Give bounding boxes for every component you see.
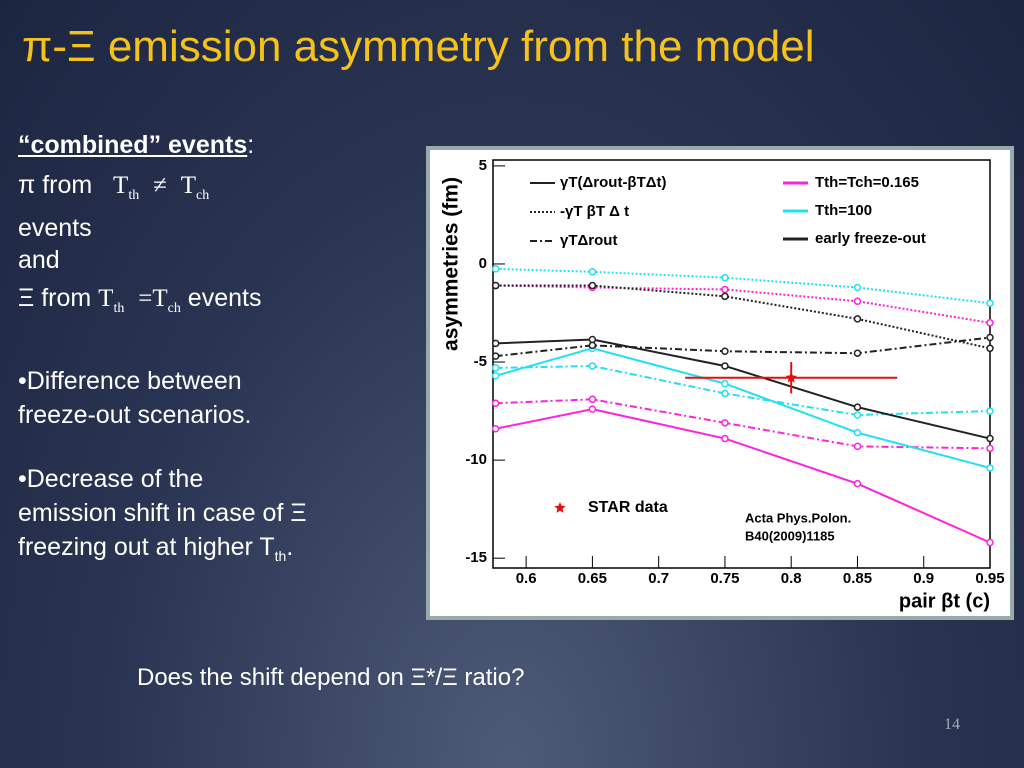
point (986, 538, 994, 547)
point (986, 319, 994, 327)
point (853, 283, 862, 292)
legend-label: Tth=100 (815, 202, 872, 219)
legend-label: γTΔrout (560, 232, 617, 249)
point (986, 434, 994, 443)
point (491, 281, 500, 290)
bullet: •Difference between freeze-out scenarios… (18, 367, 252, 429)
point (588, 281, 597, 290)
text: Ξ from (18, 284, 92, 312)
text: T (113, 172, 129, 199)
point (986, 464, 994, 472)
slide-title: π-Ξ emission asymmetry from the model (22, 22, 815, 71)
annotation: Acta Phys.Polon. (745, 510, 851, 525)
point (721, 379, 729, 388)
point (986, 407, 994, 415)
y-axis-label: asymmetries (fm) (440, 177, 463, 351)
text: π from (18, 171, 93, 199)
legend-label: γT(Δrout-βTΔt) (560, 174, 667, 191)
point (853, 442, 862, 451)
legend-label: Tth=Tch=0.165 (815, 174, 919, 191)
text: and (18, 246, 60, 274)
point (491, 265, 500, 273)
x-tick-label: 0.6 (516, 570, 537, 587)
text: T (152, 285, 168, 312)
text: = (138, 285, 153, 312)
text: ch (167, 301, 181, 316)
star-point (785, 371, 797, 383)
x-tick-label: 0.85 (843, 570, 872, 587)
left-text: “combined” events: π from Tth ≠ Tch even… (18, 128, 323, 573)
annotation: B40(2009)1185 (745, 528, 835, 543)
text: . (286, 533, 294, 561)
point (491, 352, 500, 360)
legend-label: -γT βT Δ t (560, 203, 629, 220)
question: Does the shift depend on Ξ*/Ξ ratio? (137, 664, 525, 691)
x-tick-label: 0.75 (710, 570, 739, 587)
point (853, 479, 862, 488)
point (721, 273, 729, 282)
point (721, 347, 729, 355)
x-tick-label: 0.65 (578, 570, 607, 587)
x-tick-label: 0.9 (913, 570, 934, 587)
point (721, 434, 729, 443)
point (588, 395, 597, 404)
y-tick-label: -15 (465, 549, 487, 566)
point (853, 411, 862, 419)
y-tick-label: -10 (465, 451, 487, 468)
heading: “combined” events (18, 131, 248, 159)
point (491, 372, 500, 380)
point (986, 344, 994, 353)
point (986, 299, 994, 307)
text: events (18, 214, 92, 242)
x-tick-label: 0.7 (648, 570, 669, 587)
point (721, 292, 729, 301)
legend-swatch (554, 502, 566, 513)
legend-label: STAR data (588, 499, 668, 516)
point (986, 444, 994, 453)
text: T (180, 172, 197, 199)
text: ≠ (153, 172, 167, 199)
point (986, 333, 994, 342)
point (853, 297, 862, 305)
point (853, 428, 862, 437)
x-tick-label: 0.8 (781, 570, 802, 587)
line (495, 364, 991, 417)
x-tick-label: 0.95 (975, 570, 1004, 587)
point (721, 362, 729, 370)
point (491, 424, 500, 433)
text: th (113, 301, 125, 316)
point (491, 364, 500, 372)
x-axis-label: pair βt (c) (899, 590, 990, 612)
y-tick-label: 5 (479, 157, 487, 174)
point (721, 419, 729, 427)
y-tick-label: 0 (479, 255, 487, 272)
point (588, 335, 597, 344)
point (853, 315, 862, 323)
point (588, 362, 597, 370)
legend-label: early freeze-out (815, 230, 926, 247)
text: events (187, 284, 262, 312)
y-tick-label: -5 (474, 353, 487, 370)
text: T (98, 285, 114, 312)
point (588, 405, 597, 413)
page-number: 14 (944, 716, 960, 733)
colon: : (247, 131, 255, 159)
point (588, 341, 597, 350)
text: th (128, 188, 140, 203)
point (588, 268, 597, 276)
text: ch (196, 188, 210, 203)
point (721, 389, 729, 398)
point (491, 399, 500, 407)
point (853, 403, 862, 411)
text: th (274, 548, 287, 564)
plot-area (492, 159, 991, 569)
point (491, 339, 500, 348)
point (721, 285, 729, 294)
point (853, 349, 862, 357)
bullet: •Decrease of the emission shift in case … (18, 465, 307, 561)
